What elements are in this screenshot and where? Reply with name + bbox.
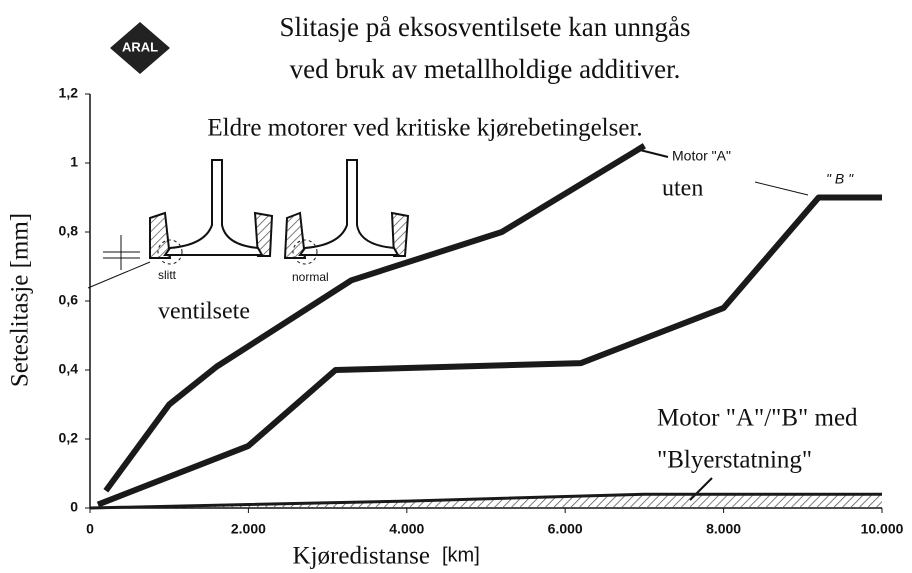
series-label: " B "	[826, 171, 854, 187]
series-line	[89, 492, 882, 510]
logo: ARAL	[110, 22, 170, 74]
series-line	[96, 194, 882, 508]
y-axis-label: Seteslitasje [mm]	[7, 213, 34, 387]
y-tick-label: 1	[70, 154, 78, 170]
x-axis-unit: [km]	[442, 544, 480, 566]
y-tick-label: 0	[70, 499, 78, 515]
valve-inset	[87, 159, 410, 289]
inset-label: normal	[292, 270, 329, 284]
inset-label: ventilsete	[158, 299, 250, 325]
annotation: "Blyerstatning"	[657, 447, 812, 474]
x-tick-label: 10.000	[861, 521, 904, 537]
inset-label: slitt	[158, 268, 177, 282]
x-tick-label: 6.000	[548, 521, 583, 537]
y-tick-label: 0,4	[59, 361, 79, 377]
x-axis-label: Kjøredistanse	[293, 543, 430, 570]
x-tick-label: 8.000	[706, 521, 741, 537]
logo-text: ARAL	[122, 39, 158, 54]
series-label: Motor "A"/"B" med	[657, 405, 858, 432]
y-tick-label: 0,2	[59, 430, 79, 446]
x-tick-label: 4.000	[389, 521, 424, 537]
y-tick-label: 1,2	[59, 85, 79, 101]
series-line	[103, 143, 646, 493]
x-tick-label: 2.000	[231, 521, 266, 537]
y-tick-label: 0,8	[59, 223, 79, 239]
annotation: uten	[662, 176, 703, 202]
y-tick-label: 0,6	[59, 292, 79, 308]
series-label: Motor "A"	[672, 148, 731, 164]
x-tick-label: 0	[86, 521, 94, 537]
title-line: Slitasje på eksosventilsete kan unngås	[280, 12, 691, 42]
annotation-arrow	[754, 181, 809, 196]
title-line: ved bruk av metallholdige additiver.	[290, 54, 681, 84]
subtitle: Eldre motorer ved kritiske kjørebetingel…	[207, 115, 642, 142]
annotation-arrow	[639, 149, 669, 158]
